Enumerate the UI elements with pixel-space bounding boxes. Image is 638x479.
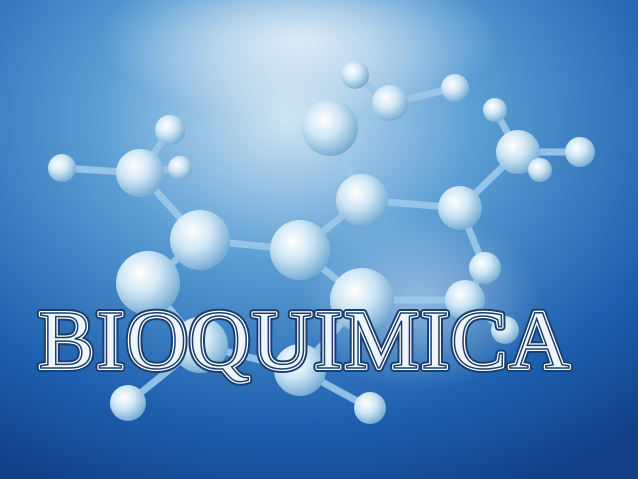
title: BIOQUIMICA [38, 294, 571, 387]
atoms [48, 61, 595, 424]
title-outline: BIOQUIMICA [38, 294, 571, 387]
title-inner-outline: BIOQUIMICA [38, 294, 571, 387]
